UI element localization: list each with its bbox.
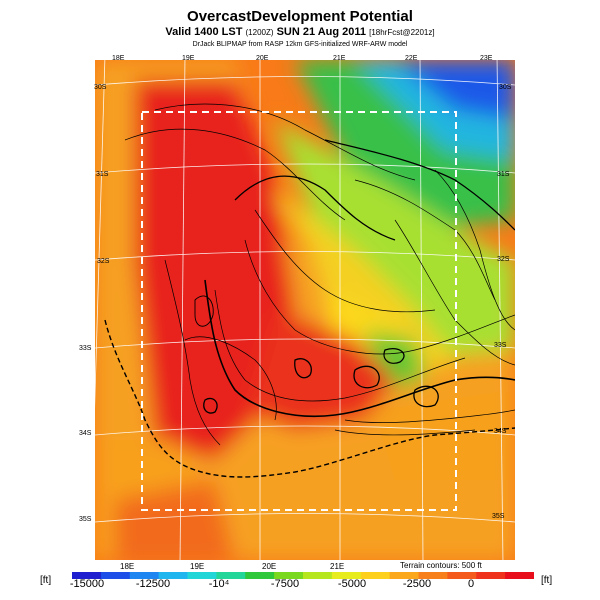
- colorbar-swatch: [100, 572, 131, 579]
- terrain-contour-note: Terrain contours: 500 ft: [400, 561, 482, 570]
- lat-label-left: 34S: [79, 430, 92, 437]
- lat-label-right: 30S: [499, 84, 512, 91]
- model-credit: DrJack BLIPMAP from RASP 12km GFS-initia…: [192, 41, 408, 48]
- colorbar-unit-right: [ft]: [541, 575, 553, 586]
- graticule-lines: [95, 60, 515, 560]
- colorbar-swatch: [158, 572, 189, 579]
- lat-label-right: 34S: [494, 428, 507, 435]
- colorbar-swatch: [505, 572, 534, 579]
- colorbar-swatch: [360, 572, 391, 579]
- colorbar-swatch: [72, 572, 102, 579]
- colorbar-tick-label: -7500: [270, 578, 300, 590]
- forecast-info: [18hrFcst@2201z]: [369, 28, 435, 37]
- lon-label-top: 21E: [333, 55, 346, 62]
- colorbar-swatch: [418, 572, 448, 579]
- lon-label-bottom: 18E: [120, 562, 135, 571]
- colorbar-swatch: [245, 572, 275, 579]
- colorbar-swatch: [476, 572, 506, 579]
- colorbar-tick-label: -2500: [402, 578, 432, 590]
- colorbar-swatch: [389, 572, 420, 579]
- forecast-map: [95, 60, 515, 560]
- page-subtitle: Valid 1400 LST (1200Z) SUN 21 Aug 2011 […: [0, 26, 600, 38]
- valid-time: Valid 1400 LST: [165, 26, 243, 38]
- lat-label-right: 31S: [497, 171, 510, 178]
- colorbar-tick-label: -12500: [135, 578, 171, 590]
- lat-label-left: 32S: [97, 258, 110, 265]
- colorbar-swatch: [216, 572, 246, 579]
- colorbar-swatch: [331, 572, 362, 579]
- colorbar-swatch: [274, 572, 304, 579]
- domain-outline: [141, 111, 457, 511]
- colorbar-swatch: [303, 572, 333, 579]
- colorbar-swatch: [129, 572, 160, 579]
- lat-label-left: 33S: [79, 345, 92, 352]
- lon-label-bottom: 21E: [330, 562, 345, 571]
- lat-label-right: 33S: [494, 342, 507, 349]
- lon-label-top: 18E: [112, 55, 125, 62]
- lon-label-top: 20E: [256, 55, 269, 62]
- lat-label-right: 35S: [492, 513, 505, 520]
- utc-time: (1200Z): [245, 28, 274, 37]
- colorbar-tick-label: -15000: [69, 578, 105, 590]
- terrain-contours: [104, 103, 515, 478]
- colorbar: [72, 572, 534, 579]
- colorbar-swatch: [187, 572, 217, 579]
- lat-label-left: 30S: [94, 84, 107, 91]
- lat-label-right: 32S: [497, 256, 510, 263]
- colorbar-swatch: [447, 572, 477, 579]
- colorbar-tick-label: -10⁴: [208, 578, 230, 590]
- colorbar-tick-label: 0: [467, 578, 475, 590]
- lon-label-top: 19E: [182, 55, 195, 62]
- lon-label-bottom: 20E: [262, 562, 277, 571]
- colorbar-tick-label: -5000: [337, 578, 367, 590]
- lon-label-top: 23E: [480, 55, 493, 62]
- lat-label-left: 35S: [79, 516, 92, 523]
- lon-label-top: 22E: [405, 55, 418, 62]
- lon-label-bottom: 19E: [190, 562, 205, 571]
- page-title: OvercastDevelopment Potential: [187, 8, 413, 25]
- lat-label-left: 31S: [96, 171, 109, 178]
- forecast-date: SUN 21 Aug 2011: [276, 26, 367, 38]
- colorbar-unit-left: [ft]: [40, 575, 52, 586]
